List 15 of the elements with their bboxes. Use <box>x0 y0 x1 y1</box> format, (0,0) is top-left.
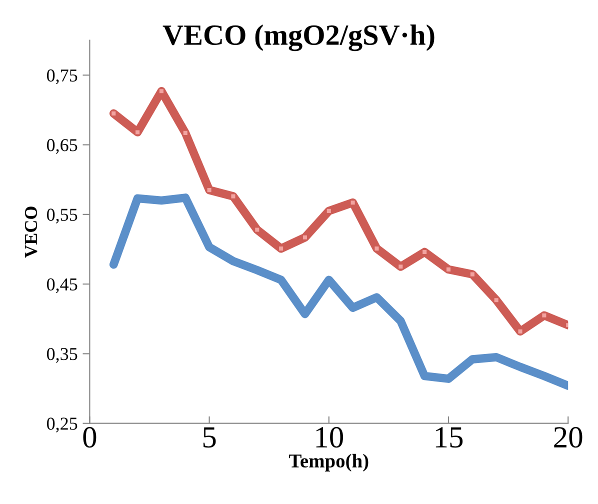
x-tick-label: 10 <box>316 427 344 448</box>
x-tick-label: 5 <box>203 427 216 448</box>
y-tick-label: 0,45 <box>46 278 78 294</box>
y-axis-title: VECO <box>24 206 38 258</box>
y-tick-label: 0,35 <box>46 348 78 363</box>
y-tick-label: 0,65 <box>46 139 78 154</box>
y-tick-label: 0,75 <box>46 69 78 84</box>
chart-title: VECO (mgO2/gSV·h) <box>162 24 434 52</box>
y-tick-label: 0,55 <box>46 208 78 224</box>
y-tick-label: 0,25 <box>46 418 78 432</box>
x-axis-title: Tempo(h) <box>289 454 368 472</box>
x-tick-label: 20 <box>554 427 582 448</box>
x-tick-label: 15 <box>436 427 463 448</box>
x-tick-label: 0 <box>83 427 96 448</box>
point <box>110 110 116 116</box>
